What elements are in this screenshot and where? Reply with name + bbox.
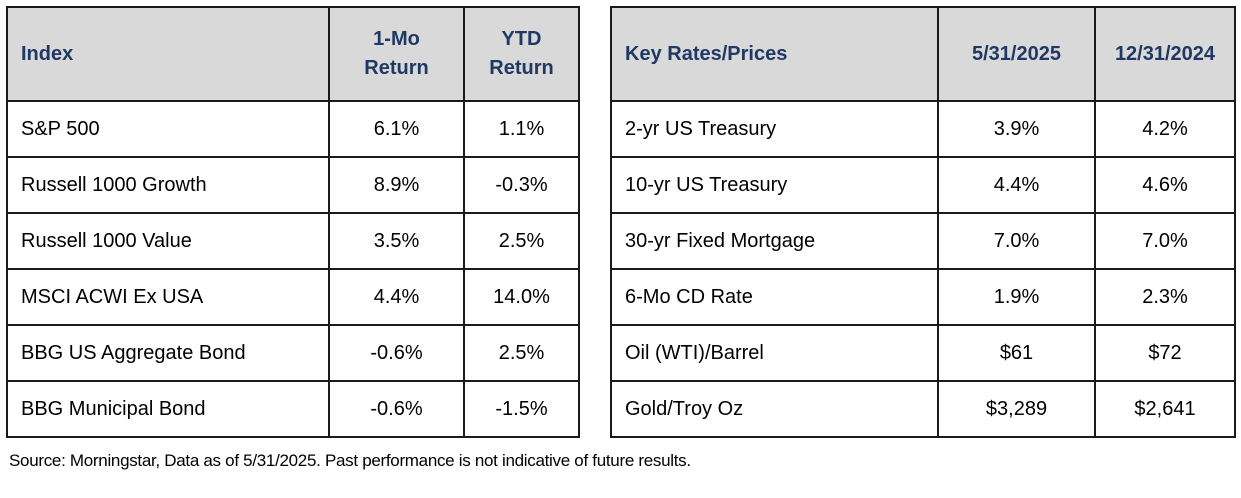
table-row: 6-Mo CD Rate 1.9% 2.3% <box>610 268 1236 326</box>
one-mo-return-value: 3.5% <box>328 212 465 270</box>
prior-value: 4.6% <box>1094 156 1236 214</box>
prior-value: 7.0% <box>1094 212 1236 270</box>
one-mo-return-value: 6.1% <box>328 100 465 158</box>
index-column-header: Index <box>6 6 330 102</box>
table-row: MSCI ACWI Ex USA 4.4% 14.0% <box>6 268 580 326</box>
index-table-body: S&P 500 6.1% 1.1% Russell 1000 Growth 8.… <box>6 100 580 438</box>
current-value: 3.9% <box>937 100 1096 158</box>
rate-name: 6-Mo CD Rate <box>610 268 939 326</box>
index-name: BBG US Aggregate Bond <box>6 324 330 382</box>
ytd-return-value: 1.1% <box>463 100 580 158</box>
ytd-return-value: 2.5% <box>463 212 580 270</box>
source-note: Source: Morningstar, Data as of 5/31/202… <box>9 451 691 470</box>
ytd-return-value: -0.3% <box>463 156 580 214</box>
table-row: Gold/Troy Oz $3,289 $2,641 <box>610 380 1236 438</box>
rate-name: 10-yr US Treasury <box>610 156 939 214</box>
index-returns-table: Index 1-Mo Return YTD Return S&P 500 6.1… <box>6 6 580 438</box>
current-value: 7.0% <box>937 212 1096 270</box>
ytd-return-column-header: YTD Return <box>463 6 580 102</box>
one-mo-return-column-header: 1-Mo Return <box>328 6 465 102</box>
rate-name: Oil (WTI)/Barrel <box>610 324 939 382</box>
one-mo-return-value: -0.6% <box>328 380 465 438</box>
index-name: Russell 1000 Growth <box>6 156 330 214</box>
current-value: $3,289 <box>937 380 1096 438</box>
table-row: BBG US Aggregate Bond -0.6% 2.5% <box>6 324 580 382</box>
index-name: Russell 1000 Value <box>6 212 330 270</box>
header-row: Key Rates/Prices 5/31/2025 12/31/2024 <box>610 6 1236 102</box>
table-row: S&P 500 6.1% 1.1% <box>6 100 580 158</box>
prior-date-column-header: 12/31/2024 <box>1094 6 1236 102</box>
ytd-return-value: -1.5% <box>463 380 580 438</box>
table-row: Russell 1000 Value 3.5% 2.5% <box>6 212 580 270</box>
current-date-column-header: 5/31/2025 <box>937 6 1096 102</box>
current-value: 4.4% <box>937 156 1096 214</box>
key-rates-prices-column-header: Key Rates/Prices <box>610 6 939 102</box>
prior-value: 4.2% <box>1094 100 1236 158</box>
rate-name: 30-yr Fixed Mortgage <box>610 212 939 270</box>
rate-name: 2-yr US Treasury <box>610 100 939 158</box>
current-value: 1.9% <box>937 268 1096 326</box>
index-name: MSCI ACWI Ex USA <box>6 268 330 326</box>
rates-table-body: 2-yr US Treasury 3.9% 4.2% 10-yr US Trea… <box>610 100 1236 438</box>
table-row: Oil (WTI)/Barrel $61 $72 <box>610 324 1236 382</box>
key-rates-prices-table: Key Rates/Prices 5/31/2025 12/31/2024 2-… <box>610 6 1236 438</box>
tables-row: Index 1-Mo Return YTD Return S&P 500 6.1… <box>6 6 1241 438</box>
index-table-header: Index 1-Mo Return YTD Return <box>6 6 580 102</box>
header-row: Index 1-Mo Return YTD Return <box>6 6 580 102</box>
one-mo-return-header-label: 1-Mo Return <box>364 28 429 79</box>
ytd-return-value: 2.5% <box>463 324 580 382</box>
one-mo-return-value: -0.6% <box>328 324 465 382</box>
table-row: BBG Municipal Bond -0.6% -1.5% <box>6 380 580 438</box>
table-row: Russell 1000 Growth 8.9% -0.3% <box>6 156 580 214</box>
one-mo-return-value: 4.4% <box>328 268 465 326</box>
rate-name: Gold/Troy Oz <box>610 380 939 438</box>
prior-value: $2,641 <box>1094 380 1236 438</box>
prior-value: 2.3% <box>1094 268 1236 326</box>
table-row: 10-yr US Treasury 4.4% 4.6% <box>610 156 1236 214</box>
index-name: BBG Municipal Bond <box>6 380 330 438</box>
current-value: $61 <box>937 324 1096 382</box>
rates-table-header: Key Rates/Prices 5/31/2025 12/31/2024 <box>610 6 1236 102</box>
ytd-return-value: 14.0% <box>463 268 580 326</box>
ytd-return-header-label: YTD Return <box>489 28 554 79</box>
table-row: 2-yr US Treasury 3.9% 4.2% <box>610 100 1236 158</box>
table-row: 30-yr Fixed Mortgage 7.0% 7.0% <box>610 212 1236 270</box>
one-mo-return-value: 8.9% <box>328 156 465 214</box>
prior-value: $72 <box>1094 324 1236 382</box>
index-name: S&P 500 <box>6 100 330 158</box>
